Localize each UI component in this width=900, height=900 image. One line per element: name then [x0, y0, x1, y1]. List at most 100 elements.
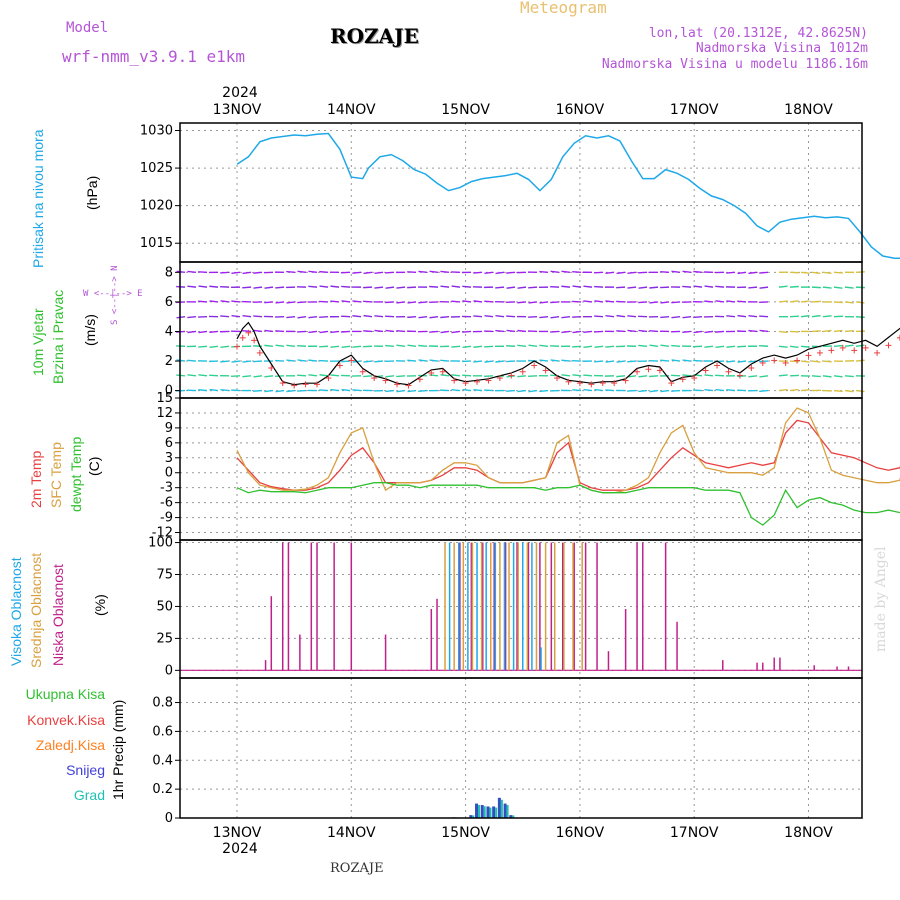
wind-arrow: [682, 359, 692, 362]
precip-snow-bar: [503, 803, 507, 818]
wind-arrow: [220, 300, 230, 303]
wind-arrow: [385, 286, 395, 289]
wind-arrow: [451, 388, 461, 392]
wind-arrow: [833, 375, 843, 378]
wind-arrow: [396, 301, 406, 304]
date-label-bottom: 17NOV: [670, 825, 719, 841]
wind-arrow: [616, 330, 626, 333]
wind-arrow: [550, 359, 560, 362]
wind-arrow: [484, 389, 494, 392]
precip-grad-bar: [506, 805, 509, 818]
wind-arrow: [407, 271, 417, 274]
wind-arrow: [451, 374, 461, 377]
wind-arrow: [715, 330, 725, 333]
wind-arrow: [374, 329, 384, 333]
panel-frame: [179, 397, 863, 541]
wind-arrow: [407, 286, 417, 289]
wind-arrow: [286, 301, 296, 304]
wind-arrow: [737, 345, 747, 348]
wind-arrow: [440, 315, 450, 319]
wind-arrow: [308, 316, 318, 319]
y-tick-label: 0: [165, 663, 173, 678]
wind-arrow: [638, 375, 648, 378]
date-label-top: 14NOV: [327, 102, 376, 118]
wind-arrow: [528, 301, 538, 304]
wind-arrow: [264, 329, 274, 333]
date-label-bottom: 16NOV: [556, 825, 605, 841]
precip-snow-bar: [469, 815, 473, 818]
wind-arrow: [385, 389, 395, 393]
wind-arrow: [407, 315, 417, 319]
y-tick-label: 0.2: [152, 782, 173, 797]
wind-arrow: [800, 360, 810, 363]
wind-arrow: [517, 329, 527, 333]
wind-arrow: [264, 344, 274, 347]
wind-arrow: [297, 270, 307, 274]
wind-arrow: [198, 374, 208, 377]
date-label-bottom: 18NOV: [784, 825, 833, 841]
wind-arrow: [231, 314, 241, 318]
y-tick-label: 6: [165, 436, 173, 451]
wind-arrow: [583, 300, 593, 303]
precip-snow-bar: [492, 806, 496, 818]
wind-arrow: [822, 360, 832, 363]
wind-arrow: [187, 330, 197, 334]
wind-arrow: [275, 301, 285, 304]
precip-conv-legend: Konvek.Kisa: [27, 712, 105, 728]
wind-arrow: [822, 375, 832, 378]
wind-arrow: [385, 344, 395, 347]
wind-arrow: [385, 271, 395, 274]
wind-arrow: [418, 389, 428, 392]
wind-arrow: [704, 345, 714, 348]
wind-arrow: [660, 301, 670, 304]
wind-arrow: [759, 315, 769, 318]
wind-arrow: [495, 271, 505, 275]
wind-arrow: [363, 300, 373, 303]
wind-arrow: [385, 329, 395, 333]
date-label-top: 17NOV: [670, 102, 719, 118]
wind-arrow: [539, 301, 549, 304]
wind-arrow: [385, 375, 395, 378]
wind-arrow: [418, 316, 428, 319]
y-tick-label: 4: [165, 324, 173, 339]
wind-arrow: [855, 271, 865, 274]
precip-grad-bar: [500, 799, 503, 818]
wind-arrow: [341, 345, 351, 349]
wind-arrow: [737, 314, 747, 318]
wind-arrow: [297, 359, 307, 362]
wind-arrow: [789, 345, 799, 349]
wind-arrow: [374, 360, 384, 363]
wind-arrow: [594, 360, 604, 363]
wind-arrow: [594, 315, 604, 318]
wind-arrow: [495, 329, 505, 333]
wind-arrow: [605, 345, 615, 348]
precip-snow-bar: [509, 815, 513, 818]
wind-arrow: [660, 389, 670, 393]
date-label-bottom: 13NOV: [213, 825, 262, 841]
wind-arrow: [616, 360, 626, 363]
wind-arrow: [319, 374, 329, 377]
model-label: Model: [66, 20, 109, 36]
wind-arrow: [330, 374, 340, 377]
wind-arrow: [407, 301, 417, 304]
wind-arrow: [561, 270, 571, 274]
y-tick-label: 25: [156, 631, 173, 646]
wind-arrow: [704, 300, 714, 303]
wind-arrow: [319, 285, 329, 288]
y-tick-label: 15: [156, 391, 173, 406]
date-label-top: 16NOV: [556, 102, 605, 118]
wind-arrow: [693, 315, 703, 319]
wind-arrow: [605, 300, 615, 303]
y-tick-label: 100: [148, 536, 173, 551]
wind-arrow: [176, 359, 186, 362]
wind-arrow: [506, 286, 516, 289]
wind-arrow: [396, 344, 406, 347]
wind-arrow: [407, 389, 417, 393]
wind-arrow: [561, 359, 571, 362]
wind-arrow: [605, 271, 615, 274]
wind-arrow: [627, 375, 637, 378]
y-tick-label: 2: [165, 354, 173, 369]
temp-line-dewpt: [236, 482, 900, 526]
wind-arrow: [789, 315, 799, 318]
